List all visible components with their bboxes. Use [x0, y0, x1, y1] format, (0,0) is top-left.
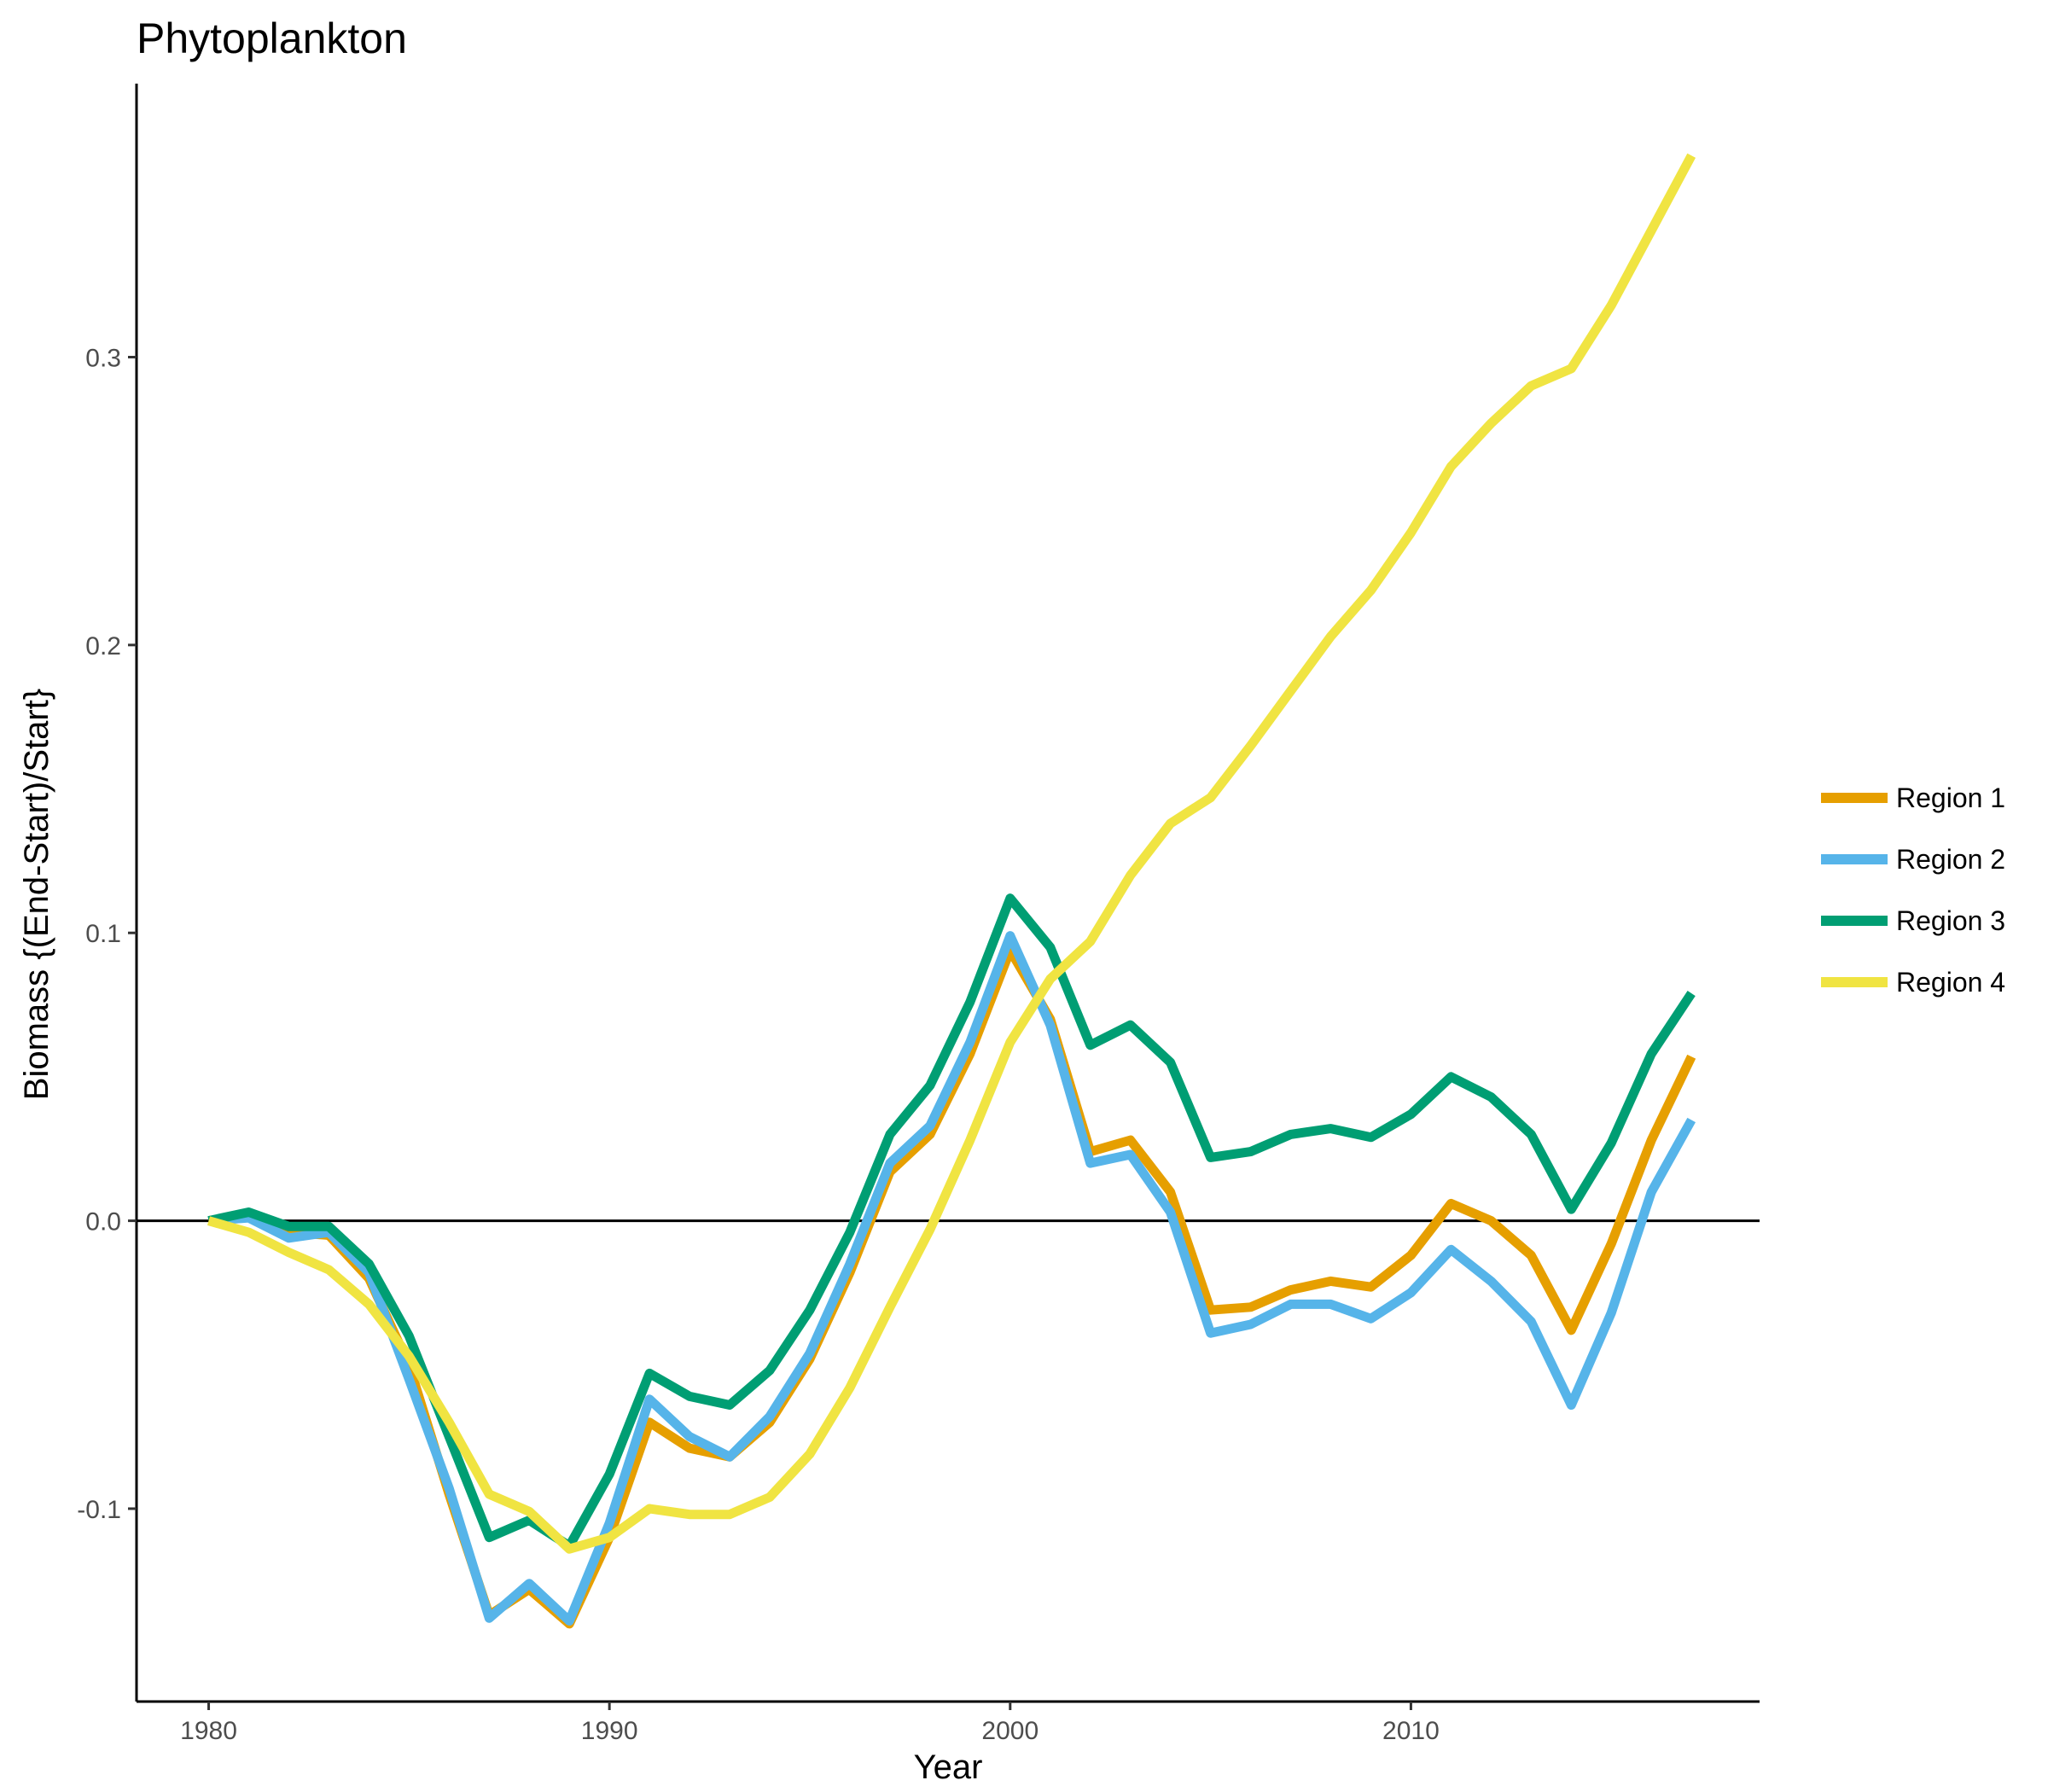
series-line-region-3	[207, 893, 1696, 1551]
legend-label-region-3: Region 3	[1896, 905, 2005, 936]
series-layer	[207, 153, 1696, 1629]
legend-label-region-1: Region 1	[1896, 783, 2005, 813]
x-tick-label: 2000	[981, 1717, 1039, 1745]
plot-area: 1980 1990 2000 2010 -0.1 0.0 0.1 0.2 0.3	[77, 84, 1760, 1745]
x-tick-label: 2010	[1382, 1717, 1440, 1745]
series-line-region-2	[208, 931, 1696, 1626]
y-tick-label: 0.0	[85, 1208, 121, 1236]
x-tick-label: 1990	[581, 1717, 638, 1745]
legend-label-region-4: Region 4	[1896, 967, 2005, 998]
chart-title: Phytoplankton	[137, 15, 407, 62]
legend-label-region-2: Region 2	[1896, 844, 2005, 875]
x-tick-label: 1980	[180, 1717, 237, 1745]
x-axis-ticks: 1980 1990 2000 2010	[180, 1702, 1440, 1745]
y-tick-label: 0.2	[85, 632, 121, 660]
series-line-region-4	[207, 153, 1696, 1554]
y-tick-label: 0.1	[85, 920, 121, 948]
y-axis-title: Biomass {(End-Start)/Start}	[18, 689, 55, 1100]
y-tick-label: 0.3	[85, 344, 121, 372]
y-axis-ticks: -0.1 0.0 0.1 0.2 0.3	[77, 344, 137, 1524]
x-axis-title: Year	[914, 1748, 983, 1786]
legend: Region 1 Region 2 Region 3 Region 4	[1821, 783, 2005, 998]
y-tick-label: -0.1	[77, 1496, 121, 1524]
